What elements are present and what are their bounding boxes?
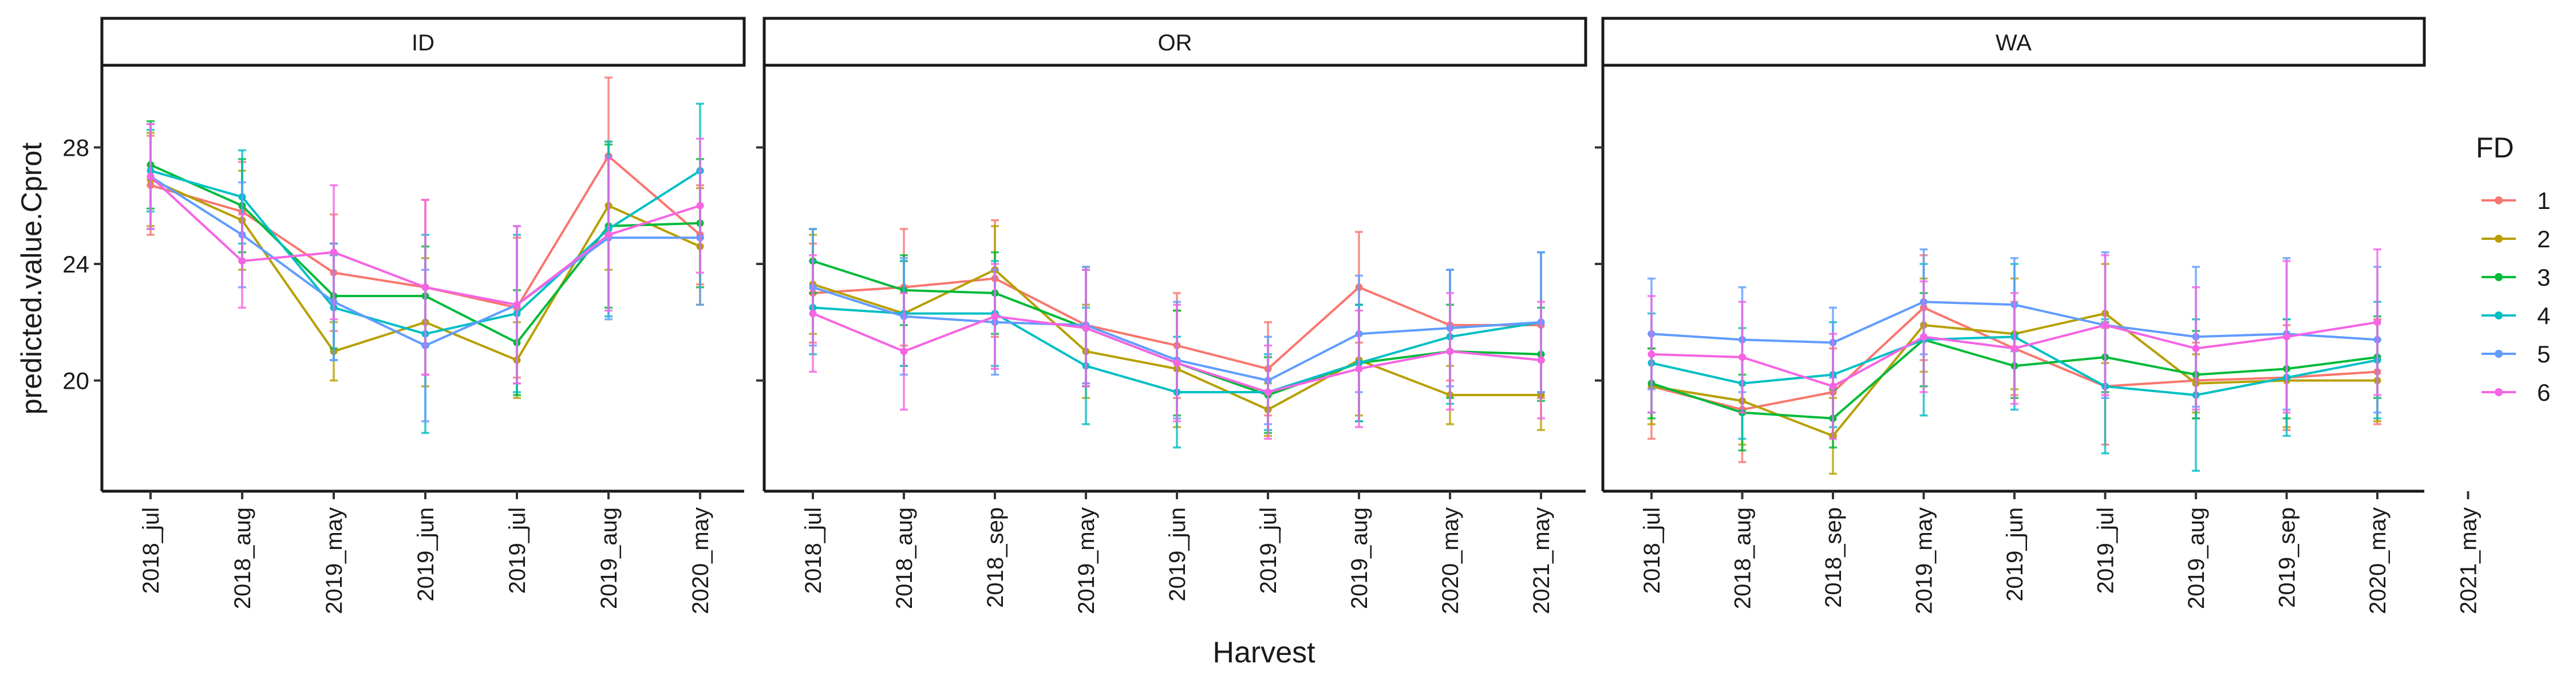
x-tick-label: 2019_jul bbox=[1256, 507, 1281, 594]
data-point bbox=[1920, 333, 1927, 341]
facet-label: OR bbox=[1158, 30, 1192, 56]
legend-label: 3 bbox=[2537, 264, 2550, 291]
x-tick-label: 2019_jun bbox=[1165, 507, 1190, 602]
data-point bbox=[1829, 382, 1837, 390]
legend-key-point bbox=[2495, 273, 2503, 281]
x-tick-label: 2020_may bbox=[2365, 507, 2391, 614]
data-point bbox=[1082, 324, 1090, 332]
facet-strip bbox=[762, 17, 1587, 67]
x-tick-label: 2018_jul bbox=[1639, 507, 1665, 594]
data-point bbox=[330, 248, 338, 256]
x-tick-label: 2018_aug bbox=[892, 507, 917, 609]
facet-label: ID bbox=[412, 30, 434, 56]
x-tick-label: 2019_may bbox=[1074, 507, 1099, 614]
data-point bbox=[1355, 365, 1363, 373]
y-tick-label: 20 bbox=[62, 368, 89, 394]
x-tick-label: 2018_sep bbox=[1821, 507, 1846, 608]
x-tick-label: 2018_jul bbox=[801, 507, 826, 594]
data-point bbox=[421, 283, 429, 291]
x-tick-label: 2019_jun bbox=[413, 507, 438, 602]
legend-label: 5 bbox=[2537, 341, 2550, 368]
data-point bbox=[696, 202, 704, 210]
legend-label: 2 bbox=[2537, 226, 2550, 252]
x-tick-label: 2019_may bbox=[322, 507, 347, 614]
data-point bbox=[1446, 348, 1454, 356]
data-point bbox=[1647, 350, 1656, 358]
x-tick-label: 2019_aug bbox=[1347, 507, 1372, 609]
x-tick-label: 2020_may bbox=[688, 507, 713, 614]
data-point bbox=[1537, 356, 1545, 364]
legend-key-point bbox=[2495, 311, 2503, 319]
x-tick-label: 2019_jun bbox=[2002, 507, 2028, 602]
x-tick-label: 2019_may bbox=[1912, 507, 1937, 614]
legend-title: FD bbox=[2476, 132, 2514, 164]
facet-strip bbox=[100, 17, 746, 67]
facet-strip bbox=[1601, 17, 2426, 67]
facet-label: WA bbox=[1996, 30, 2032, 56]
x-tick-label: 2019_sep bbox=[2275, 507, 2300, 608]
x-tick-label: 2018_aug bbox=[230, 507, 255, 609]
data-point bbox=[2373, 318, 2381, 326]
x-tick-label: 2020_may bbox=[1438, 507, 1463, 614]
data-point bbox=[900, 348, 908, 356]
x-tick-label: 2018_jul bbox=[139, 507, 164, 594]
x-tick-label: 2021_may bbox=[1529, 507, 1554, 614]
legend-label: 6 bbox=[2537, 379, 2550, 406]
data-point bbox=[605, 231, 613, 239]
x-tick-label: 2019_aug bbox=[2184, 507, 2209, 609]
x-axis-title: Harvest bbox=[1212, 636, 1315, 669]
data-point bbox=[1173, 359, 1181, 367]
legend-key-point bbox=[2495, 235, 2503, 243]
y-tick-label: 24 bbox=[62, 251, 89, 278]
y-tick-label: 28 bbox=[62, 134, 89, 161]
x-tick-label: 2019_aug bbox=[596, 507, 622, 609]
data-point bbox=[2283, 333, 2290, 341]
data-point bbox=[1739, 353, 1746, 361]
legend-key-point bbox=[2495, 388, 2503, 396]
legend-key-point bbox=[2495, 196, 2503, 204]
data-point bbox=[991, 313, 999, 321]
data-point bbox=[2010, 345, 2018, 353]
data-point bbox=[147, 172, 155, 180]
data-point bbox=[2101, 321, 2109, 329]
legend-label: 4 bbox=[2537, 302, 2550, 329]
data-point bbox=[238, 257, 246, 265]
data-point bbox=[2192, 345, 2200, 353]
x-tick-label: 2019_jul bbox=[505, 507, 530, 594]
x-tick-label: 2018_aug bbox=[1730, 507, 1756, 609]
y-axis-title: predicted.value.Cprot bbox=[15, 143, 48, 414]
data-point bbox=[1264, 388, 1272, 396]
data-point bbox=[809, 310, 817, 318]
x-tick-label: 2019_jul bbox=[2093, 507, 2119, 594]
data-point bbox=[513, 301, 521, 309]
x-tick-label: 2021_may bbox=[2456, 507, 2482, 614]
x-tick-label: 2018_sep bbox=[983, 507, 1008, 608]
legend-label: 1 bbox=[2537, 187, 2550, 214]
legend-key-point bbox=[2495, 350, 2503, 358]
